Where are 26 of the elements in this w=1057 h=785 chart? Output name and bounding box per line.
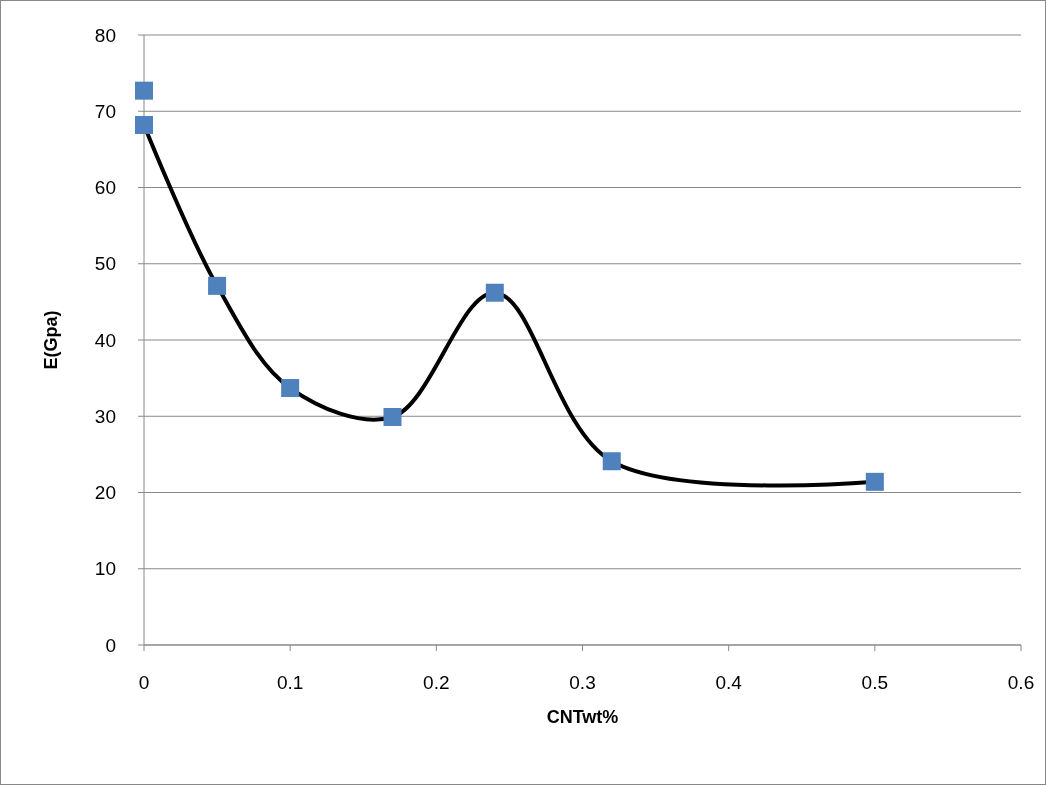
y-tick-label: 50 xyxy=(94,253,116,275)
y-tick-label: 70 xyxy=(94,100,116,122)
y-tick-label: 10 xyxy=(94,558,116,580)
y-tick-label: 30 xyxy=(94,405,116,427)
point xyxy=(602,452,621,471)
y-axis-title: E(Gpa) xyxy=(41,310,61,370)
x-tick-label: 0 xyxy=(138,672,150,693)
point xyxy=(865,472,884,491)
y-tick-label: 40 xyxy=(94,329,116,351)
y-tick-label: 20 xyxy=(94,482,116,504)
point xyxy=(208,276,227,295)
point xyxy=(135,115,153,134)
point xyxy=(383,408,402,427)
point xyxy=(135,81,153,100)
x-tick-label: 0.3 xyxy=(569,672,596,693)
x-axis-title: CNTwt% xyxy=(546,707,619,727)
x-tick-label: 0.2 xyxy=(423,672,450,693)
x-tick-label: 0.5 xyxy=(861,672,889,693)
y-tick-label: 60 xyxy=(94,177,116,199)
y-tick-label: 80 xyxy=(94,24,116,46)
x-tick-label: 0.4 xyxy=(715,672,743,693)
x-tick-label: 0.1 xyxy=(276,672,304,693)
x-tick-label: 0.6 xyxy=(1007,672,1035,693)
point xyxy=(485,283,504,302)
y-tick-label: 0 xyxy=(105,634,116,656)
point xyxy=(281,379,300,398)
